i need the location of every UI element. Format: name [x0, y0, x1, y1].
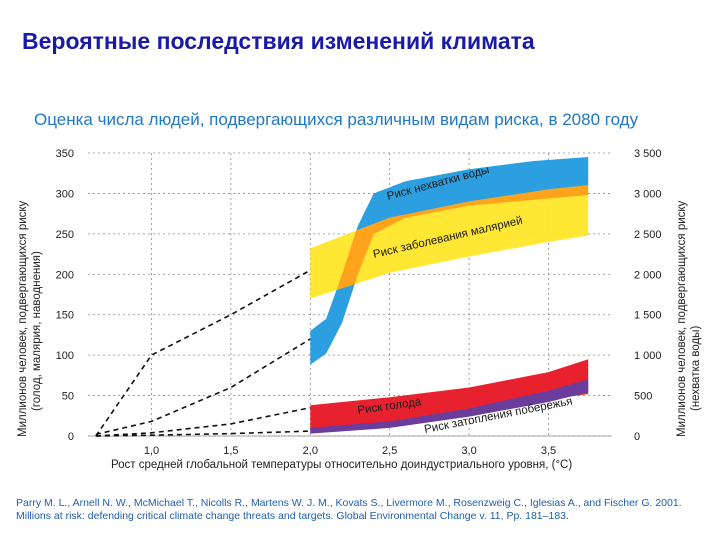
y-tick-right: 0	[634, 431, 640, 443]
y-tick-left: 50	[62, 391, 74, 403]
dashed-line-hunger	[95, 406, 311, 437]
x-tick: 2,5	[382, 445, 397, 457]
y-tick-left: 200	[56, 269, 74, 281]
flood-risk-band	[310, 379, 589, 434]
y-tick-left: 0	[68, 431, 74, 443]
y-tick-right: 500	[634, 391, 652, 403]
y-axis-label-left: Миллионов человек, подвергающихся риску(…	[17, 200, 43, 437]
x-tick: 1,5	[223, 445, 238, 457]
chart-title: Оценка числа людей, подвергающихся разли…	[34, 110, 639, 129]
axis-ticks: 0 0 50 500 100 1 000 150 1 500 200 2 000 250 2 500 3…	[56, 148, 662, 457]
y-tick-left: 350	[56, 148, 74, 160]
y-tick-left: 100	[56, 350, 74, 362]
dashed-line-water	[95, 338, 311, 436]
y-tick-right: 3 000	[634, 188, 662, 200]
y-tick-left: 300	[56, 188, 74, 200]
y-tick-right: 2 000	[634, 269, 662, 281]
y-tick-right: 2 500	[634, 229, 662, 241]
x-tick: 1,0	[144, 445, 159, 457]
x-tick: 3,0	[461, 445, 476, 457]
y-tick-left: 250	[56, 229, 74, 241]
citation: Parry M. L., Arnell N. W., McMichael T.,…	[16, 497, 682, 522]
dashed-line-flood	[95, 430, 311, 437]
x-tick: 2,0	[303, 445, 318, 457]
dashed-extrapolations	[95, 269, 311, 437]
y-tick-right: 1 000	[634, 350, 662, 362]
x-axis-label: Рост средней глобальной температуры отно…	[111, 459, 572, 471]
slide-title: Вероятные последствия изменений климата	[22, 28, 535, 54]
y-axis-label-right: Миллионов человек, подвергающихся риску(…	[676, 200, 702, 437]
y-tick-right: 1 500	[634, 310, 662, 322]
hunger-risk-band	[310, 359, 589, 431]
water-risk-band	[310, 157, 589, 365]
malaria-risk-band	[310, 185, 589, 299]
y-tick-left: 150	[56, 310, 74, 322]
dashed-line-malaria	[95, 269, 311, 437]
x-tick: 3,5	[541, 445, 556, 457]
risk-bands	[310, 157, 589, 434]
y-tick-right: 3 500	[634, 148, 662, 160]
